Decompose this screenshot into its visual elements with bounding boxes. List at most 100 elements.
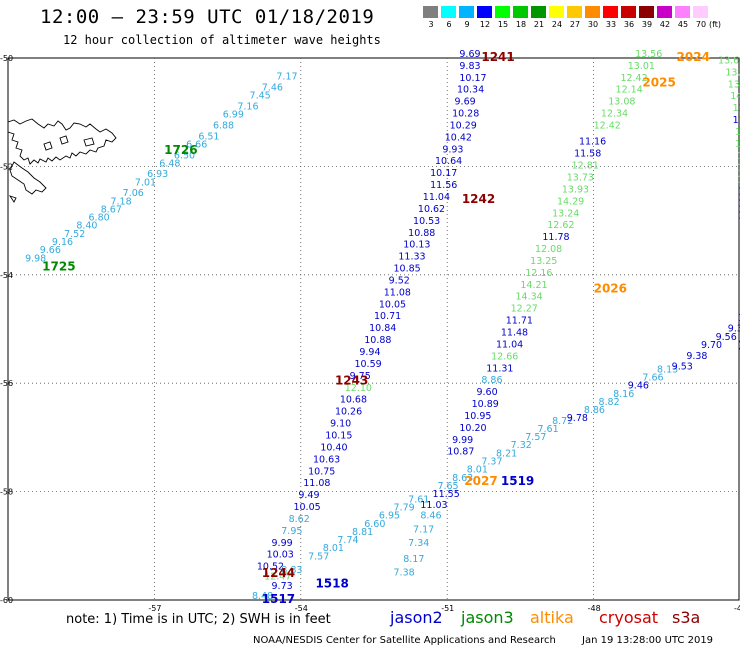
units-note: note: 1) Time is in UTC; 2) SWH is in fe… [66,612,331,627]
color-swatch [585,6,600,18]
wave-height-value: 11.56 [430,180,457,191]
wave-height-value: 10.71 [374,311,401,322]
wave-height-value: 7.18 [110,196,131,207]
wave-height-value: 10. [738,313,740,324]
wave-height-value: 8.63 [452,473,473,484]
wave-height-value: 9.53 [672,362,693,373]
wave-height-value: 14.34 [516,292,543,303]
wave-height-value: 9.94 [359,347,380,358]
color-swatch [621,6,636,18]
wave-height-value: 9.75 [350,371,371,382]
wave-height-value: 11 [738,210,740,221]
wave-height-value: 7.32 [511,440,532,451]
color-scale-label: 18 [515,20,527,29]
wave-height-value: 8.16 [613,389,634,400]
wave-height-value: 6.51 [198,131,219,142]
satellite-s3a: s3a [672,608,701,627]
wave-height-value: 14.29 [557,196,584,207]
color-scale-label: 45 [677,20,689,29]
wave-height-value: 10.62 [418,204,445,215]
color-swatch [603,6,618,18]
wave-height-value: 8.86 [481,375,502,386]
wave-height-value: 11.31 [486,363,513,374]
map-frame [7,57,740,601]
color-scale-label: 33 [605,20,617,29]
wave-height-value: 11.78 [542,232,569,243]
wave-height-value: 13.03 [728,79,740,90]
wave-height-value: 10.05 [379,299,406,310]
wave-height-value: 6.66 [186,139,207,150]
color-swatch [477,6,492,18]
wave-height-value: 6.93 [147,169,168,180]
wave-height-value: 13.66 [718,55,740,66]
wave-height-value: 7.16 [237,101,258,112]
wave-height-value: 6.95 [379,511,400,522]
wave-height-value: 6.60 [364,519,385,530]
wave-height-value: 7.57 [525,432,546,443]
wave-height-value: 11.93 [733,115,740,126]
wave-height-value: 13.73 [567,172,594,183]
wave-height-value: 12.08 [535,244,562,255]
wave-height-value: 6.48 [159,158,180,169]
wave-height-value: 11.58 [574,149,601,160]
wave-height-value: 7.65 [437,481,458,492]
longitude-label: -48 [588,604,601,613]
wave-height-value: 12.2 [735,139,740,150]
wave-height-value: 10.84 [369,323,396,334]
wave-height-value: 9.70 [701,340,722,351]
wave-height-value: 10.59 [354,359,381,370]
coordinate-labels: -50 -52 -54 -56 -58 -60 -57 -54 -51 -48 -45 [0,54,740,613]
wave-height-value: 9.99 [452,435,473,446]
wave-height-value: 10.29 [450,120,477,131]
wave-height-value: 10.13 [403,240,430,251]
wave-height-value: 7.06 [123,188,144,199]
page-title: 12:00 — 23:59 UTC 01/18/2019 [40,6,375,28]
wave-height-value: 7.74 [337,535,358,546]
longitude-label: -51 [441,604,454,613]
color-swatch [459,6,474,18]
track-2027: 11.1611.5812.8113.7313.9314.2913.2412.62… [447,137,606,458]
longitude-label: -45 [734,604,740,613]
generated-timestamp: Jan 19 13:28:00 UTC 2019 [582,635,714,646]
wave-height-value: 8.81 [352,527,373,538]
wave-height-value: 7.45 [250,91,271,102]
color-scale-label: 21 [533,20,545,29]
longitude-label: -54 [295,604,308,613]
wave-height-value: 11.33 [398,252,425,263]
map-border [7,57,740,601]
satellite-jason2: jason2 [390,608,443,627]
wave-height-value: 8.62 [289,514,310,525]
wave-height-value: 13.08 [608,97,635,108]
wave-height-value: 6.50 [174,150,195,161]
wave-height-value: 12.2 [735,127,740,138]
wave-height-value: 11.04 [423,192,450,203]
color-swatch [495,6,510,18]
wave-height-value: 10.40 [320,442,347,453]
track-1241: 9.699.8310.1710.349.6910.2810.2910.429.9… [350,49,487,382]
wave-height-value: 9.78 [567,413,588,424]
latitude-label: -60 [0,596,13,605]
wave-height-value: 9.99 [272,538,293,549]
wave-height-value: 10.26 [335,407,362,418]
wave-height-value: 12.62 [547,220,574,231]
wave-height-value: 7.01 [135,177,156,188]
wave-height-value: 7.52 [64,229,85,240]
wave-height-value: 10.89 [472,399,499,410]
wave-height-value: 9.38 [686,351,707,362]
wave-height-value: 7.17 [276,72,297,83]
wave-height-value: 12.81 [572,161,599,172]
falkland-islands-coastline [7,118,117,203]
wave-height-value: 7.95 [281,526,302,537]
wave-height-value: 10.52 [257,562,284,573]
color-swatch [657,6,672,18]
wave-height-value: 9.56 [716,332,737,343]
wave-height-value: 8.48 [252,591,273,602]
wave-height-value: 10.42 [445,132,472,143]
color-scale-label: 27 [569,20,581,29]
orbit-number: 1242 [462,192,495,206]
wave-height-value: 13.93 [562,184,589,195]
wave-height-value: 13.01 [628,61,655,72]
satellite-jason3: jason3 [461,608,514,627]
wave-height-value: 11.03 [420,500,447,511]
orbit-number: 1519 [501,474,534,488]
